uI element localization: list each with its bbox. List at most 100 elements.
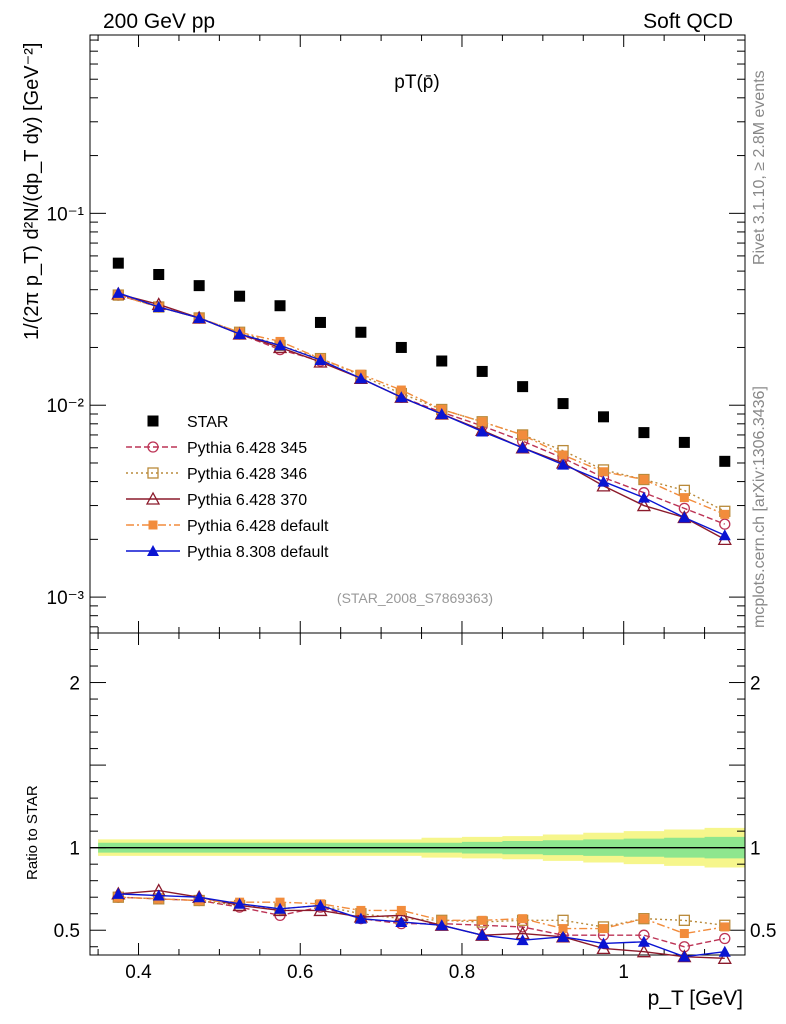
- ratio-point-3: [558, 924, 568, 934]
- star-point: [193, 280, 205, 292]
- ratio-point-1: [638, 913, 650, 925]
- ratio-y-tick-label-right: 1: [750, 839, 761, 860]
- star-point: [112, 257, 124, 269]
- ratio-point-4: [678, 950, 691, 962]
- ratio-point-3: [518, 914, 528, 924]
- series-point-4: [395, 391, 408, 403]
- series-line-3: [118, 294, 726, 515]
- series-line-0: [118, 294, 726, 525]
- series-point-0: [719, 518, 731, 530]
- legend-label-0: Pythia 6.428 345: [187, 440, 307, 457]
- ratio-point-4: [557, 930, 570, 942]
- series-point-1: [516, 429, 529, 441]
- legend-marker-3: [148, 520, 158, 530]
- ratio-point-4: [152, 889, 165, 901]
- series-point-4: [354, 372, 367, 384]
- ratio-point-3: [356, 905, 366, 915]
- series-point-4: [233, 328, 246, 340]
- legend-marker-0: [147, 441, 159, 453]
- legend-marker-2: [145, 491, 161, 505]
- legend-marker-1: [147, 467, 159, 479]
- legend-label-1: Pythia 6.428 346: [187, 466, 307, 483]
- ratio-point-3: [679, 929, 689, 939]
- legend-label-2: Pythia 6.428 370: [187, 492, 307, 509]
- legend-label-3: Pythia 6.428 default: [187, 518, 329, 535]
- ratio-point-3: [598, 924, 608, 934]
- series-point-4: [152, 300, 165, 312]
- series-line-1: [118, 294, 726, 512]
- ratio-line-0: [118, 896, 725, 948]
- mcplots-label: mcplots.cern.ch [arXiv:1306.3436]: [751, 386, 768, 628]
- series-point-4: [112, 286, 125, 298]
- star-point: [517, 381, 529, 393]
- ratio-point-4: [274, 902, 287, 914]
- series-point-3: [679, 493, 689, 503]
- ratio-point-0: [719, 932, 731, 945]
- series-point-4: [597, 475, 610, 487]
- ratio-point-3: [477, 915, 487, 925]
- ratio-y-label: Ratio to STAR: [24, 785, 41, 880]
- ratio-point-4: [435, 919, 448, 931]
- series-point-3: [396, 385, 406, 395]
- chart-title: pT(p̄): [394, 72, 439, 93]
- legend-label-4: Pythia 8.308 default: [187, 544, 329, 561]
- x-tick-label: 0.4: [125, 962, 152, 983]
- ratio-point-4: [516, 934, 529, 946]
- series-point-4: [718, 529, 731, 541]
- star-point: [153, 269, 165, 281]
- ratio-point-3: [396, 905, 406, 915]
- star-point: [597, 411, 609, 423]
- legend-label-star: STAR: [187, 414, 228, 431]
- ratio-y-tick-label-left: 1: [69, 839, 80, 860]
- ratio-point-4: [193, 891, 206, 903]
- series-point-4: [274, 339, 287, 351]
- x-tick-label: 0.6: [287, 962, 313, 983]
- y-axis-label: 1/(2π p_T) d²N/(dp_T dy) [GeV⁻²]: [21, 43, 43, 340]
- series-point-4: [476, 425, 489, 437]
- series-point-4: [516, 441, 529, 453]
- series-point-4: [557, 458, 570, 470]
- star-point: [436, 355, 448, 367]
- star-point: [395, 341, 407, 353]
- series-point-4: [193, 311, 206, 323]
- series-point-1: [638, 473, 650, 486]
- star-point: [234, 290, 246, 302]
- series-point-4: [435, 407, 448, 419]
- star-point: [678, 436, 690, 448]
- series-point-3: [639, 475, 649, 485]
- ratio-line-3: [118, 896, 725, 935]
- ratio-point-2: [717, 950, 732, 964]
- ratio-plot-frame: [89, 632, 746, 956]
- ratio-point-2: [636, 944, 652, 958]
- star-point: [476, 365, 488, 377]
- rivet-label: Rivet 3.1.10, ≥ 2.8M events: [751, 70, 768, 265]
- y-tick-label: 10⁻³: [47, 588, 85, 609]
- analysis-label: (STAR_2008_S7869363): [337, 590, 493, 606]
- ratio-point-4: [395, 915, 408, 927]
- series-point-3: [518, 430, 528, 440]
- series-point-4: [637, 491, 650, 503]
- legend: STAR Pythia 6.428 345 Pythia 6.428 346 Pyth…: [126, 414, 329, 561]
- ratio-point-4: [314, 899, 327, 911]
- ratio-point-1: [678, 914, 691, 926]
- series-point-4: [314, 354, 327, 366]
- ratio-point-4: [112, 887, 125, 899]
- series-point-2: [636, 498, 652, 512]
- series-point-3: [558, 450, 568, 460]
- ratio-point-4: [476, 929, 489, 941]
- ratio-point-4: [718, 945, 731, 957]
- y-tick-label: 10⁻¹: [47, 204, 85, 225]
- star-point: [274, 300, 286, 312]
- series-point-3: [720, 509, 730, 519]
- ratio-point-4: [637, 935, 650, 947]
- x-tick-label: 1: [618, 962, 629, 983]
- ratio-line-1: [118, 896, 725, 928]
- legend-marker-4: [147, 545, 159, 556]
- ratio-point-4: [233, 897, 246, 909]
- ratio-point-4: [597, 937, 610, 949]
- ratio-point-3: [639, 914, 649, 924]
- x-axis-label: p_T [GeV]: [648, 987, 743, 1010]
- star-point: [355, 326, 367, 338]
- series-point-3: [477, 417, 487, 427]
